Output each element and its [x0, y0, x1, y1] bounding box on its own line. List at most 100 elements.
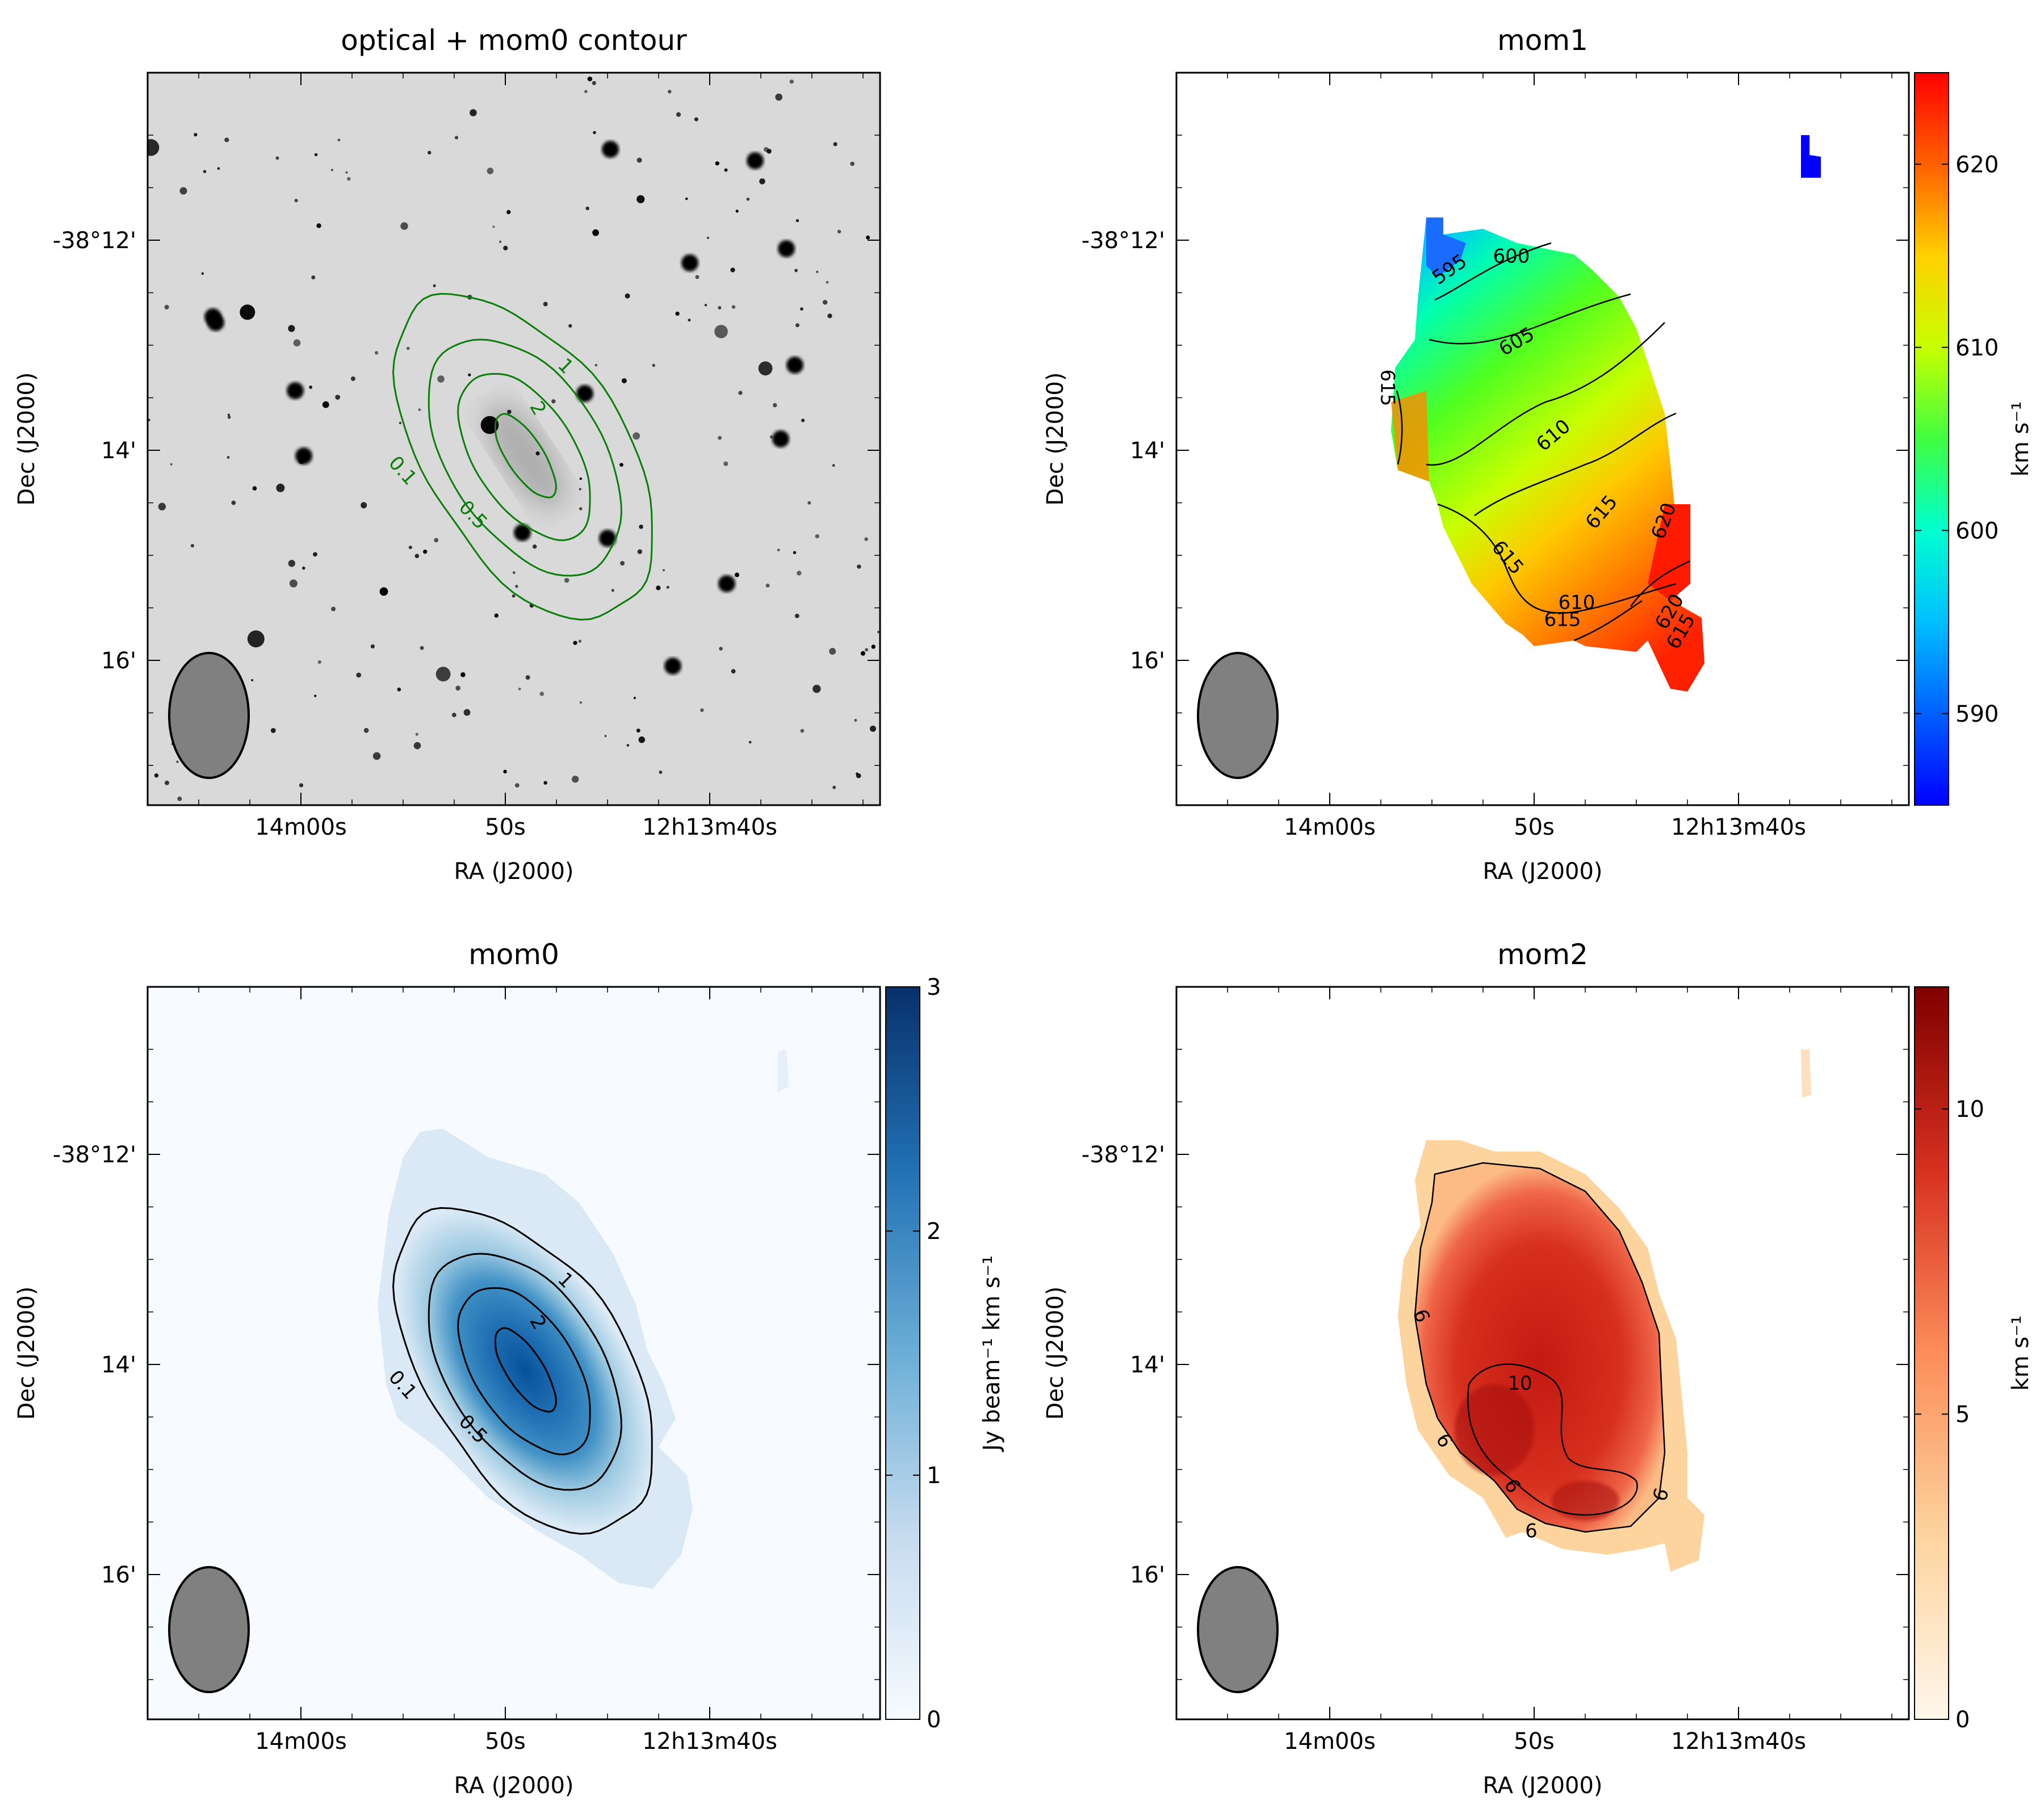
mom0-contours: [392, 292, 653, 621]
colorbar-tick-label: 0: [927, 1707, 941, 1733]
star: [503, 245, 508, 250]
star: [724, 168, 728, 172]
star: [593, 131, 596, 135]
star: [636, 729, 640, 732]
y-axis-label: Dec (J2000): [1042, 372, 1069, 506]
star: [731, 669, 736, 674]
panel-0: 0.10.512 optical + mom0 contour RA (J2000)…: [14, 24, 881, 885]
star: [420, 646, 424, 650]
contour-line: [457, 1287, 591, 1455]
star: [413, 742, 421, 750]
star: [512, 571, 516, 574]
star: [633, 432, 640, 440]
star: [652, 363, 655, 367]
star: [795, 219, 799, 223]
star: [434, 538, 439, 543]
star: [311, 275, 316, 279]
star: [827, 313, 832, 319]
x-tick-label: 12h13m40s: [642, 1728, 777, 1755]
star: [833, 142, 837, 146]
star: [294, 199, 298, 203]
star: [345, 171, 348, 174]
y-axis-label: Dec (J2000): [14, 1287, 40, 1420]
star: [584, 90, 588, 93]
star: [289, 579, 298, 588]
y-tick-label: 16': [101, 1562, 136, 1588]
star: [807, 501, 811, 505]
plot-frame: [146, 72, 881, 806]
star: [288, 325, 295, 332]
bright-star: [204, 308, 221, 325]
star: [695, 275, 700, 279]
star: [299, 783, 304, 788]
mom2-patch: [1801, 1049, 1811, 1098]
star: [871, 644, 876, 649]
star: [685, 197, 688, 200]
star: [860, 651, 866, 656]
star: [832, 785, 836, 789]
star: [543, 781, 547, 785]
star: [399, 421, 402, 425]
bright-star: [664, 658, 681, 675]
star: [578, 639, 582, 643]
star: [468, 373, 471, 376]
star: [592, 81, 596, 85]
star: [370, 644, 375, 648]
star: [379, 587, 388, 596]
star: [857, 564, 861, 569]
bright-star: [681, 254, 698, 271]
star: [176, 760, 179, 763]
contour-line: [1429, 293, 1631, 345]
star: [718, 436, 722, 440]
star: [666, 585, 669, 589]
bright-star: [786, 357, 803, 374]
colorbar-gradient: [885, 986, 920, 1720]
star: [317, 660, 321, 664]
x-axis-label: RA (J2000): [1482, 859, 1602, 885]
mom0-contours: [392, 1207, 653, 1535]
star: [637, 549, 643, 554]
star: [694, 117, 698, 122]
star: [688, 319, 691, 322]
star: [826, 280, 829, 284]
star: [397, 687, 401, 692]
star: [777, 549, 780, 551]
star: [435, 667, 451, 682]
star: [363, 727, 369, 733]
velocity-blue-region: [1426, 217, 1466, 277]
colorbar-1: 590 600 610 620 km s⁻¹: [1914, 72, 2034, 806]
star: [592, 229, 599, 236]
panel-2: 0.10.512 mom0 RA (J2000) Dec (J2000) 14m00s 5…: [14, 938, 881, 1799]
star: [551, 399, 556, 404]
star: [795, 613, 799, 618]
star: [626, 744, 630, 747]
contour-line: [1474, 412, 1677, 517]
contour-line: [1573, 600, 1643, 642]
bright-star: [772, 430, 789, 447]
star: [275, 156, 279, 160]
star: [572, 776, 579, 783]
x-tick-label: 12h13m40s: [1671, 814, 1806, 840]
bright-star: [599, 530, 616, 547]
star: [165, 780, 169, 785]
star: [758, 361, 773, 376]
y-tick-label: 16': [101, 648, 136, 674]
contour-line: [1426, 322, 1665, 466]
star: [579, 477, 582, 480]
star: [515, 585, 518, 588]
star: [463, 709, 471, 716]
panel-title: mom0: [468, 938, 559, 971]
star: [704, 304, 707, 307]
star: [512, 594, 516, 598]
star: [579, 507, 583, 510]
contour-label: 615: [1544, 609, 1581, 631]
star: [719, 647, 723, 651]
star: [309, 386, 313, 389]
contour-line: [494, 1327, 557, 1413]
star: [793, 551, 797, 554]
star: [676, 112, 681, 117]
star: [408, 546, 412, 550]
colorbar-tick-label: 2: [927, 1219, 941, 1245]
